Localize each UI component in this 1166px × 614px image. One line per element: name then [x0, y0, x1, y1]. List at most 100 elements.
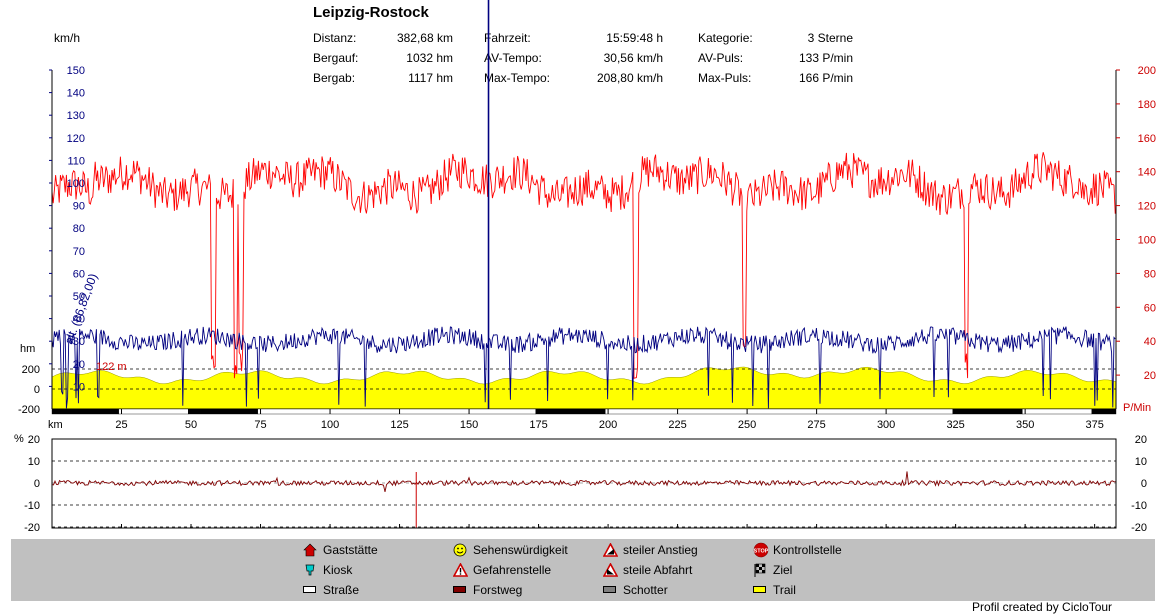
- stat-label-ride-time: Fahrzeit:: [484, 31, 531, 45]
- x-tick-label: 125: [390, 419, 408, 431]
- speed-tick-label: 40: [73, 314, 85, 326]
- legend-panel: Gaststätte Sehenswürdigkeit steiler Anst…: [11, 539, 1155, 601]
- surface-segment: [118, 408, 189, 415]
- surface-segment: [1091, 408, 1117, 415]
- speed-line: [51, 326, 1116, 409]
- speed-tick-label: 90: [73, 201, 85, 213]
- elevation-tick-label: -200: [18, 404, 40, 416]
- gradient-unit-label: %: [14, 433, 24, 445]
- legend-label-sight: Sehenswürdigkeit: [473, 543, 568, 557]
- data-series: [51, 0, 1116, 528]
- pulse-tick-label: 80: [1144, 268, 1156, 280]
- speed-tick-label: 100: [67, 178, 85, 190]
- legend-label-steep-descent: steile Abfahrt: [623, 563, 693, 577]
- speed-unit-label: km/h: [54, 31, 81, 45]
- x-tick-label: 250: [738, 419, 756, 431]
- speed-tick-label: 20: [73, 359, 85, 371]
- profile-chart: 25 50 75 100 125 150 175 200 225 250 275 300 325 350 3…: [14, 0, 1156, 534]
- speed-tick-label: 10: [73, 381, 85, 393]
- surface-segment: [535, 408, 606, 415]
- gradient-tick-label-left: 20: [28, 434, 40, 446]
- speed-tick-label: 130: [67, 110, 85, 122]
- stop-icon-text: STOP: [754, 549, 769, 555]
- elevation-tick-label: 0: [34, 384, 40, 396]
- stat-label-max-pulse: Max-Puls:: [698, 71, 752, 85]
- gradient-line: [51, 471, 1116, 492]
- speed-tick-label: 150: [67, 65, 85, 77]
- speed-tick-label: 70: [73, 246, 85, 258]
- elevation-reference-label: 122 m: [96, 361, 127, 373]
- stat-value-ride-time: 15:59:48 h: [606, 31, 663, 45]
- x-tick-label: 200: [599, 419, 617, 431]
- stat-label-ascent: Bergauf:: [313, 51, 359, 65]
- gradient-tick-label-left: -20: [24, 522, 40, 534]
- legend-label-checkpoint: Kontrollstelle: [773, 543, 842, 557]
- legend-label-forest-road: Forstweg: [473, 583, 523, 597]
- pulse-tick-label: 180: [1138, 99, 1156, 111]
- pulse-tick-label: 140: [1138, 167, 1156, 179]
- elevation-area: [51, 366, 1117, 410]
- trail-swatch-icon: [753, 586, 766, 593]
- stat-value-max-speed: 208,80 km/h: [596, 71, 663, 85]
- stop-icon: STOP: [754, 542, 769, 558]
- x-tick-label: 300: [877, 419, 895, 431]
- pulse-tick-label: 200: [1138, 65, 1156, 77]
- stat-label-category: Kategorie:: [698, 31, 753, 45]
- legend-label-steep-climb: steiler Anstieg: [623, 543, 698, 557]
- tick-labels: 25 50 75 100 125 150 175 200 225 250 275 300 325 350 3…: [18, 65, 1156, 534]
- x-tick-label: 50: [185, 419, 197, 431]
- speed-tick-label: 110: [67, 155, 85, 167]
- elevation-unit-label: hm: [20, 343, 35, 355]
- surface-segment: [188, 408, 258, 415]
- speed-tick-label: 120: [67, 133, 85, 145]
- gradient-tick-label-left: -10: [24, 500, 40, 512]
- pulse-unit-label: P/Min: [1123, 402, 1151, 414]
- legend-label-finish: Ziel: [773, 563, 793, 577]
- x-tick-label: 225: [668, 419, 686, 431]
- x-tick-label: 100: [321, 419, 339, 431]
- pulse-tick-label: 60: [1144, 302, 1156, 314]
- legend-label-gravel: Schotter: [623, 583, 668, 597]
- steep-climb-icon: [603, 543, 618, 557]
- stat-label-avg-pulse: AV-Puls:: [698, 51, 744, 65]
- surface-segment: [605, 408, 954, 415]
- gradient-tick-label-left: 10: [28, 456, 40, 468]
- gradient-tick-label-left: 0: [34, 478, 40, 490]
- elevation-fill: [51, 366, 1117, 410]
- stat-value-descent: 1117 hm: [408, 71, 453, 85]
- kiosk-icon: [305, 564, 315, 576]
- warning-icon: [453, 563, 468, 577]
- gradient-tick-label-right: 0: [1141, 478, 1147, 490]
- elevation-tick-label: 200: [22, 364, 40, 376]
- x-tick-label: 75: [254, 419, 266, 431]
- surface-segment: [952, 408, 1023, 415]
- x-tick-label: 275: [807, 419, 825, 431]
- stat-value-avg-pulse: 133 P/min: [798, 51, 853, 65]
- stat-value-distance: 382,68 km: [396, 31, 453, 45]
- surface-segment: [1022, 408, 1093, 415]
- surface-segment: [257, 408, 536, 415]
- legend-label-danger: Gefahrenstelle: [473, 563, 552, 577]
- surface-segment: [51, 408, 119, 415]
- legend-label-trail: Trail: [773, 583, 796, 597]
- speed-tick-label: 50: [73, 291, 85, 303]
- speed-tick-label: 60: [73, 268, 85, 280]
- pulse-tick-label: 20: [1144, 370, 1156, 382]
- pulse-line: [51, 152, 1116, 379]
- speed-tick-label: 80: [73, 223, 85, 235]
- house-icon: [303, 543, 317, 557]
- pulse-tick-label: 160: [1138, 133, 1156, 145]
- x-tick-label: 175: [529, 419, 547, 431]
- legend-label-gaststaette: Gaststätte: [323, 543, 378, 557]
- x-tick-label: 375: [1085, 419, 1103, 431]
- gravel-swatch-icon: [603, 586, 616, 593]
- gradient-frame: [51, 438, 1117, 529]
- stat-label-descent: Bergab:: [313, 71, 356, 85]
- road-swatch-icon: [303, 586, 316, 593]
- stat-value-avg-speed: 30,56 km/h: [603, 51, 663, 65]
- forest-road-swatch-icon: [453, 586, 466, 593]
- stat-value-category: 3 Sterne: [807, 31, 853, 45]
- stat-label-avg-speed: AV-Tempo:: [484, 51, 542, 65]
- x-tick-label: 150: [460, 419, 478, 431]
- stat-value-max-pulse: 166 P/min: [798, 71, 853, 85]
